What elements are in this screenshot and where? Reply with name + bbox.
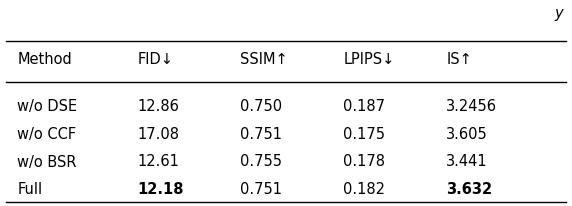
Text: 3.441: 3.441 [446, 154, 488, 170]
Text: 0.751: 0.751 [240, 127, 282, 142]
Text: 17.08: 17.08 [137, 127, 179, 142]
Text: Full: Full [17, 182, 42, 197]
Text: 0.178: 0.178 [343, 154, 385, 170]
Text: 0.751: 0.751 [240, 182, 282, 197]
Text: 3.2456: 3.2456 [446, 99, 497, 114]
Text: 0.182: 0.182 [343, 182, 385, 197]
Text: 3.632: 3.632 [446, 182, 492, 197]
Text: 0.187: 0.187 [343, 99, 385, 114]
Text: IS↑: IS↑ [446, 52, 472, 67]
Text: 12.18: 12.18 [137, 182, 184, 197]
Text: FID↓: FID↓ [137, 52, 173, 67]
Text: Method: Method [17, 52, 72, 67]
Text: LPIPS↓: LPIPS↓ [343, 52, 395, 67]
Text: w/o BSR: w/o BSR [17, 154, 77, 170]
Text: 3.605: 3.605 [446, 127, 488, 142]
Text: 12.61: 12.61 [137, 154, 179, 170]
Text: 12.86: 12.86 [137, 99, 179, 114]
Text: 0.750: 0.750 [240, 99, 283, 114]
Text: y: y [555, 6, 563, 21]
Text: SSIM↑: SSIM↑ [240, 52, 288, 67]
Text: w/o CCF: w/o CCF [17, 127, 76, 142]
Text: 0.175: 0.175 [343, 127, 385, 142]
Text: w/o DSE: w/o DSE [17, 99, 77, 114]
Text: 0.755: 0.755 [240, 154, 282, 170]
